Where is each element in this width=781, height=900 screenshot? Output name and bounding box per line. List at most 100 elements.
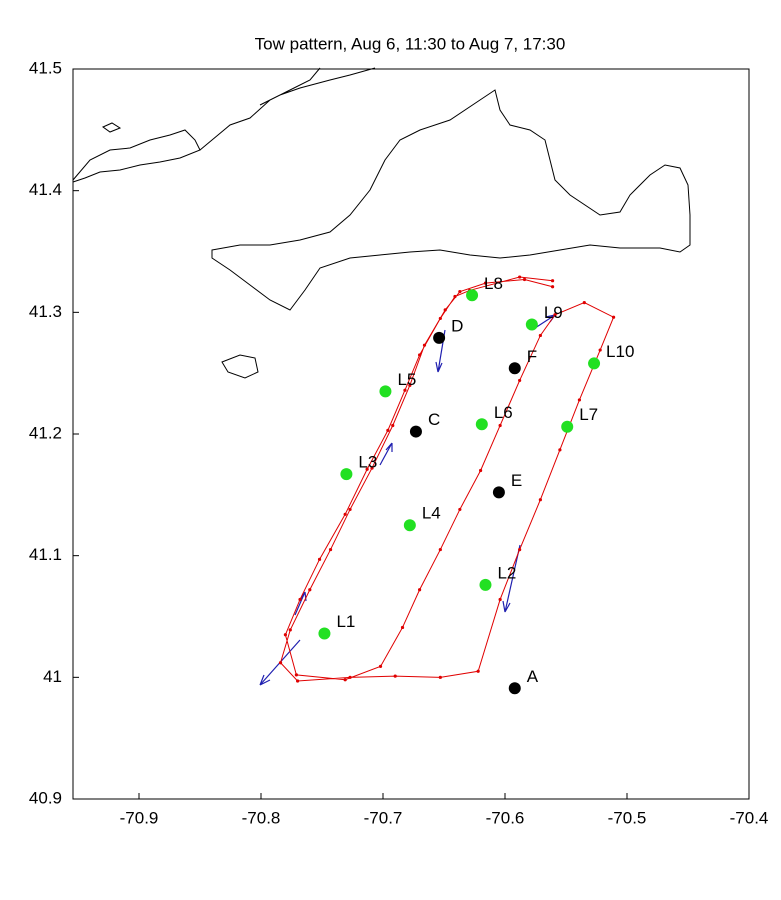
track-point [365, 467, 369, 471]
track-point [294, 673, 298, 677]
station [340, 468, 353, 481]
track-point [298, 597, 302, 602]
track-point [328, 547, 333, 552]
track-point [476, 669, 480, 673]
arrow [379, 442, 393, 466]
track-point [611, 315, 616, 319]
track-point [296, 679, 300, 683]
y-tick-label: 41 [43, 667, 62, 686]
station [318, 627, 331, 640]
current-arrows [259, 314, 556, 686]
x-tick-label: -70.7 [364, 808, 403, 827]
station [433, 331, 446, 344]
track-point [418, 588, 422, 592]
station-label: E [511, 471, 522, 490]
station-label: F [527, 347, 537, 366]
station [561, 420, 574, 433]
station-label: L9 [544, 303, 563, 322]
track-point [518, 547, 522, 552]
station-label: L7 [579, 405, 598, 424]
station [403, 519, 416, 532]
track-point [343, 512, 347, 516]
track-point [422, 343, 427, 347]
track-point [378, 664, 383, 668]
station-label: L1 [336, 612, 355, 631]
track-point [453, 294, 457, 299]
track-point [370, 466, 374, 470]
x-tick-label: -70.6 [486, 808, 525, 827]
y-tick-label: 40.9 [29, 788, 62, 807]
x-tick-label: -70.4 [730, 808, 769, 827]
track-point [348, 675, 352, 679]
x-tick-label: -70.8 [242, 808, 281, 827]
station [492, 486, 505, 499]
station [588, 357, 601, 370]
track-point [403, 388, 407, 392]
track-point [386, 428, 390, 432]
track-point [308, 588, 312, 592]
y-tick-label: 41.3 [29, 302, 62, 321]
arrow [294, 591, 307, 616]
track-point [343, 678, 347, 682]
station [508, 682, 521, 695]
coast-islands [199, 67, 376, 151]
track-point [598, 348, 602, 352]
track-point [498, 423, 502, 428]
tow-track [279, 276, 615, 682]
track-point [518, 378, 522, 383]
station-label: L5 [397, 370, 416, 389]
track-point [553, 313, 557, 317]
track-point [348, 507, 352, 512]
station [466, 289, 479, 302]
islet-south [221, 354, 259, 379]
track-point [498, 597, 502, 602]
station-label: L2 [497, 563, 516, 582]
track-point [458, 290, 462, 294]
y-tick-label: 41.1 [29, 545, 62, 564]
station-label: L10 [606, 342, 634, 361]
track-point [577, 398, 582, 402]
coast-islet [101, 122, 122, 133]
x-tick-label: -70.5 [608, 808, 647, 827]
track-point [283, 633, 287, 637]
track-point [479, 468, 483, 473]
track-point [400, 625, 405, 630]
coastline [72, 67, 691, 379]
track-point [550, 279, 555, 283]
track-point [538, 333, 542, 338]
station-label: L6 [494, 403, 513, 422]
track-point [393, 674, 397, 678]
station-label: L4 [422, 504, 441, 523]
station [379, 385, 392, 398]
track-point [391, 423, 395, 428]
track-point [483, 281, 488, 285]
coast-north [72, 129, 201, 183]
track-point [522, 277, 527, 282]
track-point [558, 448, 562, 452]
station-label: C [428, 410, 440, 429]
track-point [278, 661, 283, 665]
track-point [438, 316, 442, 321]
track-point [408, 383, 412, 387]
track-point [582, 301, 586, 305]
track-point [418, 353, 422, 357]
station [525, 318, 538, 331]
track-point [288, 628, 292, 632]
station [479, 578, 492, 591]
track-point [438, 547, 442, 552]
chart-title: Tow pattern, Aug 6, 11:30 to Aug 7, 17:3… [255, 34, 566, 53]
track-point [518, 275, 522, 279]
track-point [550, 285, 555, 289]
track-point [438, 675, 442, 679]
track-point [443, 308, 447, 312]
station-label: L3 [358, 453, 377, 472]
station [409, 425, 422, 438]
vineyard [211, 89, 691, 311]
x-tick-label: -70.9 [120, 808, 159, 827]
y-tick-label: 41.5 [29, 58, 62, 77]
y-tick-label: 41.2 [29, 423, 62, 442]
station [508, 362, 521, 375]
track-point [317, 557, 322, 561]
